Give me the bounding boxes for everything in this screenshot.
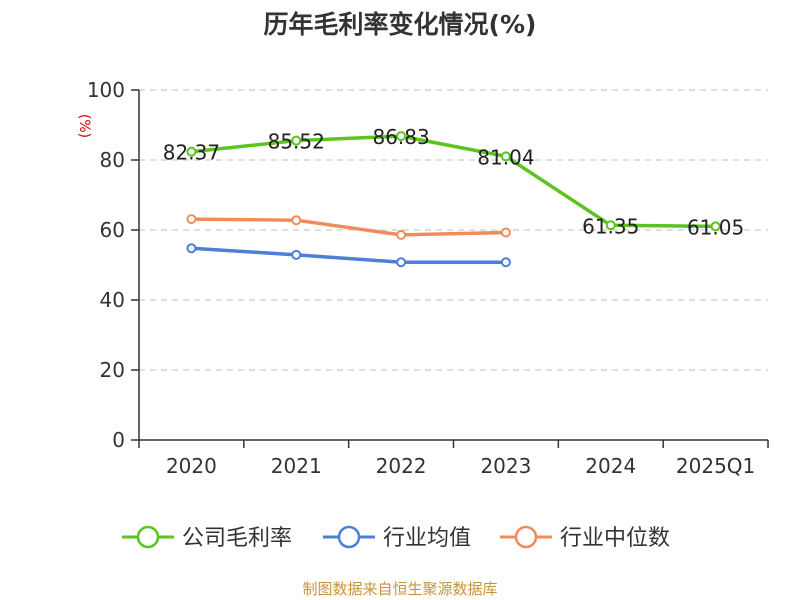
legend-item: 行业均值 xyxy=(323,525,471,551)
data-label: 81.04 xyxy=(477,145,534,169)
x-tick-label: 2023 xyxy=(480,454,531,478)
data-point xyxy=(500,257,511,268)
data-point xyxy=(291,249,302,260)
series-line-1 xyxy=(191,246,506,264)
data-point xyxy=(710,221,721,232)
legend-swatch-marker xyxy=(337,525,361,549)
y-tick-label: 20 xyxy=(100,358,125,382)
y-axis-unit: (%) xyxy=(76,114,92,138)
legend-label: 行业均值 xyxy=(383,526,471,551)
data-point xyxy=(186,214,197,225)
legend-label: 公司毛利率 xyxy=(182,526,292,551)
data-point xyxy=(396,257,407,268)
y-tick-label: 80 xyxy=(100,148,125,172)
data-point xyxy=(500,151,511,162)
data-point xyxy=(605,220,616,231)
data-point xyxy=(186,243,197,254)
x-tick-label: 2021 xyxy=(271,454,322,478)
y-tick-label: 0 xyxy=(112,428,125,452)
axes: 0 20 40 60 80 100 2020 2021 2022 2023 2024 2025Q1 xyxy=(87,78,769,478)
data-point xyxy=(396,131,407,142)
series-line-0 xyxy=(191,134,716,229)
y-tick-label: 40 xyxy=(100,288,125,312)
legend-label: 行业中位数 xyxy=(560,526,670,551)
legend-item: 行业中位数 xyxy=(500,525,670,551)
data-point xyxy=(291,135,302,146)
x-tick-label: 2025Q1 xyxy=(676,454,755,478)
data-point xyxy=(186,146,197,157)
legend-swatch-marker xyxy=(136,525,160,549)
legend: 公司毛利率 行业均值 行业中位数 xyxy=(122,525,670,551)
chart-title: 历年毛利率变化情况(%) xyxy=(264,10,537,39)
data-label: 61.05 xyxy=(687,215,744,239)
data-labels: 82.37 85.52 86.83 81.04 61.35 61.05 xyxy=(163,125,744,239)
legend-item: 公司毛利率 xyxy=(122,525,292,551)
x-tick-label: 2022 xyxy=(376,454,427,478)
data-label: 85.52 xyxy=(268,130,325,154)
data-point xyxy=(500,227,511,238)
data-label: 82.37 xyxy=(163,141,220,165)
y-tick-label: 60 xyxy=(100,218,125,242)
legend-swatch-marker xyxy=(514,525,538,549)
data-label: 86.83 xyxy=(372,125,429,149)
data-label: 61.35 xyxy=(582,214,639,238)
series xyxy=(186,131,721,268)
series-line-2 xyxy=(191,217,506,237)
source-note: 制图数据来自恒生聚源数据库 xyxy=(302,580,497,598)
gridlines xyxy=(139,89,768,371)
x-tick-label: 2020 xyxy=(166,454,217,478)
x-tick-label: 2024 xyxy=(585,454,636,478)
data-point xyxy=(291,215,302,226)
y-tick-label: 100 xyxy=(87,78,125,102)
data-point xyxy=(396,229,407,240)
